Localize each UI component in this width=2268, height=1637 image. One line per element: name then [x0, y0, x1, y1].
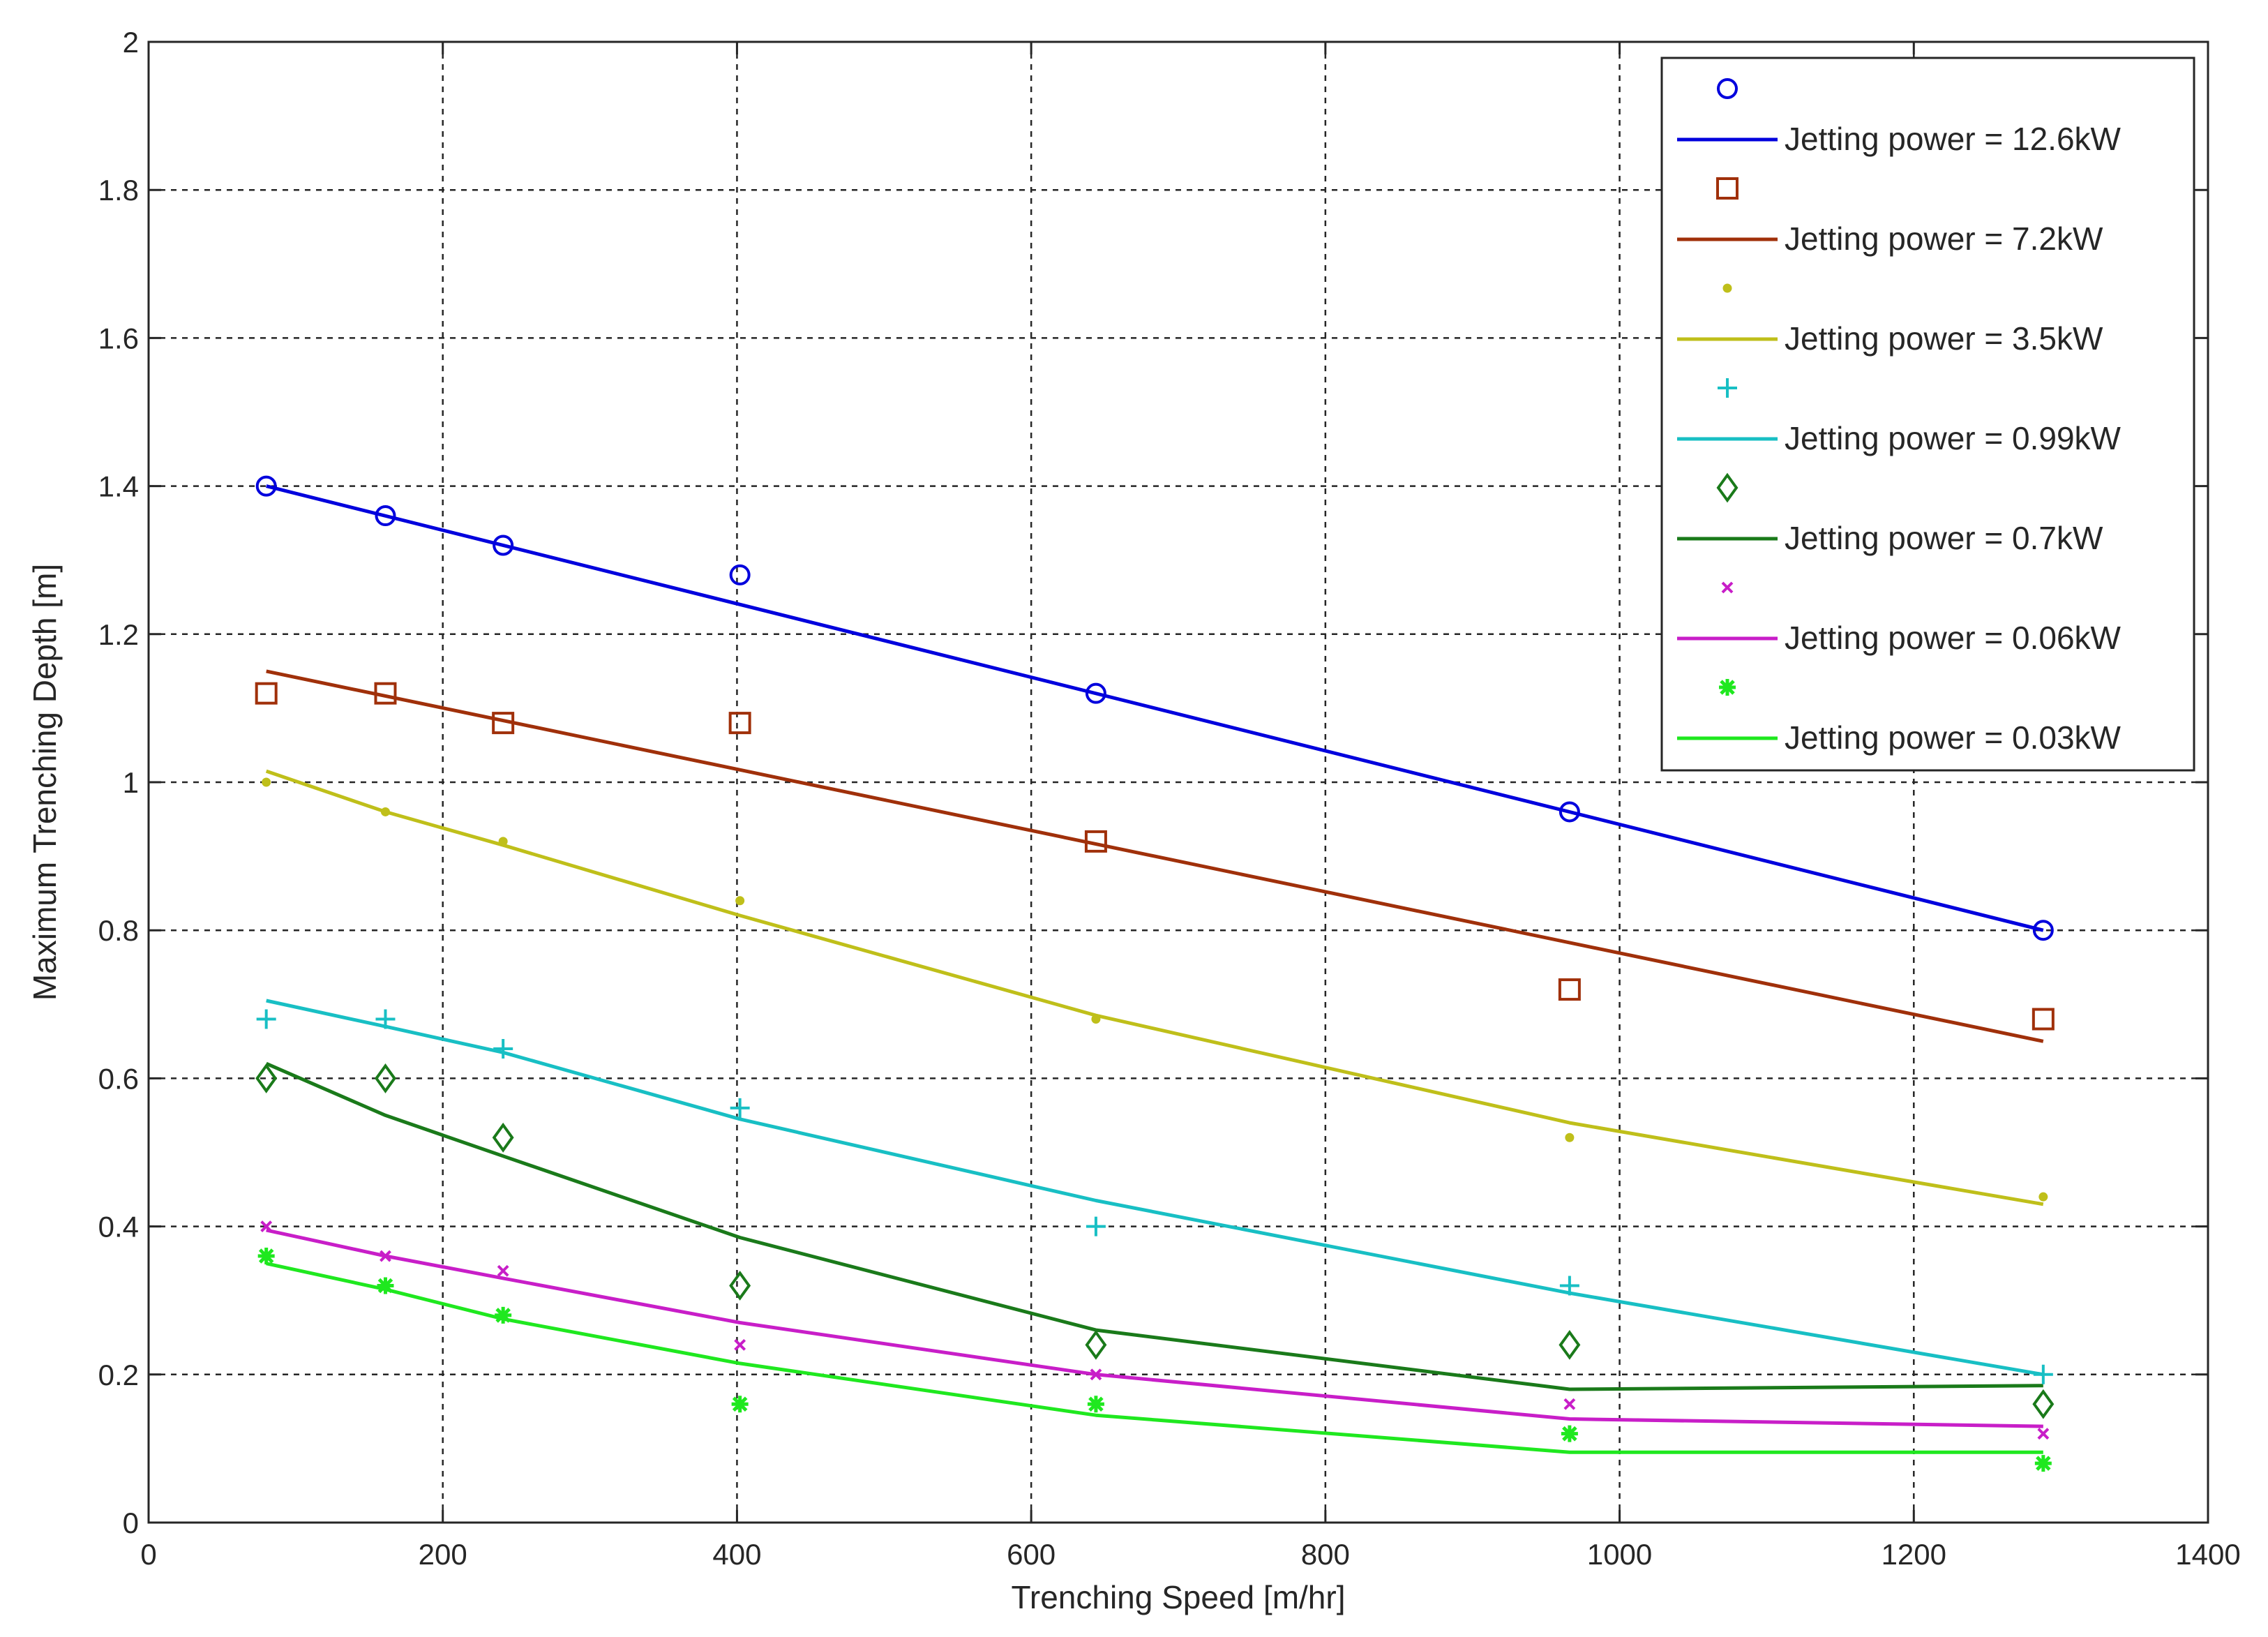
y-tick-label: 1.4	[98, 470, 139, 503]
y-tick-label: 1	[123, 766, 139, 799]
diamond-marker	[1085, 1329, 1107, 1360]
dot-marker	[1565, 1133, 1575, 1142]
plus-marker	[1559, 1276, 1579, 1296]
legend-diamond-marker	[1716, 472, 1738, 503]
data-markers	[255, 475, 2055, 1472]
x-tick-label: 1200	[1882, 1538, 1946, 1571]
y-tick-label: 2	[123, 26, 139, 59]
circle-marker	[2032, 920, 2054, 941]
legend-label: Jetting power = 0.06kW	[1785, 620, 2121, 656]
legend-star-marker	[1719, 679, 1736, 696]
star-marker	[731, 1396, 749, 1413]
fit-line-series-2	[266, 669, 2044, 1043]
diamond-marker	[255, 1063, 278, 1093]
legend-label: Jetting power = 0.99kW	[1785, 420, 2121, 456]
x-marker	[380, 1250, 391, 1262]
fit-line-series-1	[266, 484, 2044, 932]
square-marker	[1558, 978, 1581, 1001]
x-marker	[260, 1220, 273, 1233]
y-axis-label: Maximum Trenching Depth [m]	[27, 564, 63, 1001]
y-tick-label: 1.8	[98, 174, 139, 207]
dot-marker	[2038, 1192, 2048, 1202]
x-tick-label: 1400	[2175, 1538, 2240, 1571]
circle-marker	[1559, 801, 1580, 823]
x-marker	[734, 1338, 746, 1351]
plus-marker	[1086, 1216, 1106, 1236]
dot-marker	[1091, 1015, 1101, 1024]
x-tick-label: 600	[1007, 1538, 1056, 1571]
grid-lines	[149, 42, 2208, 1523]
diamond-marker	[2032, 1389, 2055, 1419]
legend-label: Jetting power = 7.2kW	[1785, 220, 2103, 257]
x-axis-label: Trenching Speed [m/hr]	[1012, 1579, 1346, 1615]
x-tick-label: 800	[1301, 1538, 1350, 1571]
legend-square-marker	[1716, 177, 1738, 200]
diamond-marker	[492, 1122, 514, 1153]
diamond-marker	[1559, 1329, 1581, 1360]
x-tick-label: 200	[419, 1538, 467, 1571]
dot-marker	[262, 777, 271, 787]
legend-box	[1660, 57, 2195, 772]
y-tick-label: 1.6	[98, 322, 139, 354]
star-marker	[1087, 1396, 1104, 1413]
square-marker	[728, 712, 751, 735]
x-tick-label: 400	[712, 1538, 761, 1571]
star-marker	[377, 1277, 394, 1294]
axis-ticks: 0 200 400 600 800 1000 1200 1400 0 0.2 0.4 0.6 0.8 1 1…	[98, 26, 2241, 1571]
dot-marker	[735, 896, 745, 906]
y-tick-label: 0	[123, 1507, 139, 1539]
plus-marker	[2033, 1364, 2053, 1384]
plus-marker	[493, 1038, 513, 1059]
star-marker	[257, 1248, 275, 1265]
x-marker	[1563, 1398, 1576, 1410]
legend: Jetting power = 12.6kW Jetting power = 7.…	[1660, 57, 2195, 772]
legend-label: Jetting power = 0.7kW	[1785, 520, 2103, 556]
y-tick-label: 0.4	[98, 1211, 139, 1243]
square-marker	[255, 682, 278, 705]
diamond-marker	[729, 1271, 751, 1301]
legend-x-marker	[1721, 581, 1734, 594]
x-tick-label: 1000	[1587, 1538, 1652, 1571]
dot-marker	[498, 837, 508, 846]
circle-marker	[493, 535, 514, 556]
circle-marker	[375, 505, 396, 527]
legend-label: Jetting power = 12.6kW	[1785, 121, 2121, 157]
legend-label: Jetting power = 3.5kW	[1785, 320, 2103, 357]
star-marker	[1561, 1425, 1578, 1442]
square-marker	[374, 682, 397, 705]
y-tick-label: 0.6	[98, 1062, 139, 1095]
fit-line-series-5	[265, 1061, 2043, 1391]
x-marker	[1090, 1368, 1102, 1381]
legend-dot-marker	[1722, 283, 1732, 293]
x-marker	[497, 1264, 509, 1277]
legend-label: Jetting power = 0.03kW	[1785, 719, 2121, 756]
star-marker	[495, 1306, 512, 1324]
circle-marker	[1085, 682, 1106, 704]
plus-marker	[256, 1009, 276, 1029]
y-tick-label: 0.2	[98, 1359, 139, 1391]
plus-marker	[730, 1098, 750, 1118]
diamond-marker	[375, 1063, 396, 1093]
square-marker	[492, 712, 515, 735]
legend-plus-marker	[1718, 378, 1737, 398]
square-marker	[2032, 1008, 2055, 1031]
plus-marker	[375, 1009, 396, 1029]
circle-marker	[255, 475, 277, 497]
square-marker	[1084, 830, 1107, 853]
y-tick-label: 0.8	[98, 914, 139, 947]
star-marker	[2034, 1455, 2052, 1472]
x-marker	[2037, 1428, 2050, 1440]
legend-circle-marker	[1717, 78, 1738, 99]
dot-marker	[380, 807, 390, 816]
circle-marker	[729, 564, 751, 585]
y-tick-label: 1.2	[98, 618, 139, 651]
x-tick-label: 0	[140, 1538, 156, 1571]
